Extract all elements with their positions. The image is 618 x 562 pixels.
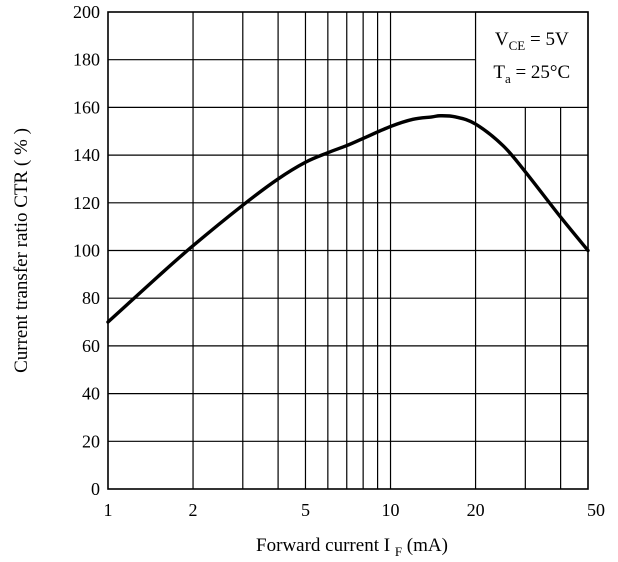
x-axis-title: Forward current I F (mA) (256, 535, 448, 559)
ctr-curve (106, 114, 590, 324)
frame-layer (107, 11, 589, 490)
y-tick-label: 180 (73, 50, 100, 70)
x-tick-label: 1 (104, 500, 113, 520)
y-tick-label: 20 (82, 431, 100, 451)
series-layer (106, 114, 590, 324)
x-tick-label: 5 (301, 500, 310, 520)
condition-label: VCE = 5V (495, 29, 569, 53)
y-tick-label: 60 (82, 336, 100, 356)
y-tick-label: 40 (82, 384, 100, 404)
tick-labels-layer: 0 20 40 60 80 100 120 140 160 180 200 1 2 5 10 20 50 (73, 2, 605, 520)
conditions-box (474, 11, 589, 109)
conditions-box-layer: VCE = 5V Ta = 25°C (474, 11, 589, 109)
plot-frame (107, 11, 589, 490)
x-tick-label: 10 (382, 500, 400, 520)
x-tick-label: 2 (189, 500, 198, 520)
x-tick-label: 20 (467, 500, 485, 520)
y-tick-label: 120 (73, 193, 100, 213)
y-tick-label: 80 (82, 288, 100, 308)
condition-label: Ta = 25°C (493, 62, 570, 86)
y-tick-label: 100 (73, 241, 100, 261)
y-tick-label: 0 (91, 479, 100, 499)
x-tick-label: 50 (587, 500, 605, 520)
y-tick-label: 140 (73, 145, 100, 165)
y-tick-label: 160 (73, 97, 100, 117)
y-axis-title: Current transfer ratio CTR ( % ) (11, 128, 32, 373)
axis-titles-layer: Forward current I F (mA) Current transfer… (11, 128, 448, 559)
y-tick-label: 200 (73, 2, 100, 22)
